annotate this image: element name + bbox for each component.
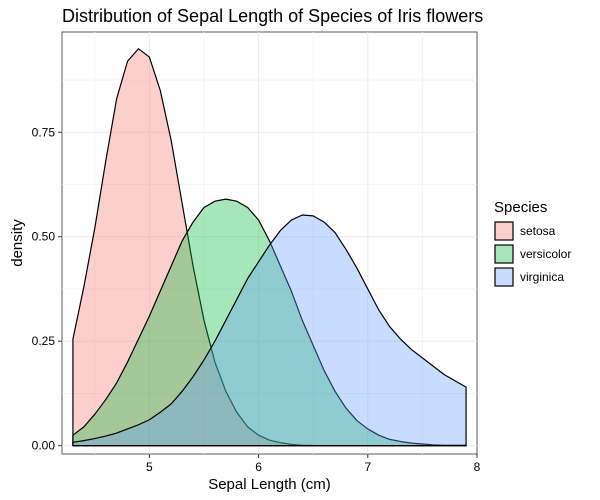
y-tick-label: 0.25 [32,334,56,348]
legend-key-virginica [494,267,514,287]
axes: 5 6 7 8 0.00 0.25 0.50 0.75 [32,125,481,474]
legend-key-setosa [494,221,514,241]
legend-key-bg [495,268,513,286]
plot-panel [61,31,478,455]
x-tick-label: 7 [364,460,371,474]
y-axis-title: density [9,219,26,267]
legend-key-bg [495,222,513,240]
legend-label-setosa: setosa [520,224,556,238]
y-tick-label: 0.50 [32,230,56,244]
legend-label-virginica: virginica [520,270,564,284]
legend: Species setosa versicolor virginica [494,199,571,287]
x-tick-label: 6 [255,460,262,474]
y-tick-label: 0.75 [32,125,56,139]
x-tick-label: 8 [474,460,481,474]
legend-key-bg [495,245,513,263]
grid [62,32,477,454]
legend-label-versicolor: versicolor [520,247,571,261]
density-areas [72,48,467,447]
y-tick-label: 0.00 [32,439,56,453]
chart-title: Distribution of Sepal Length of Species … [62,6,483,26]
density-virginica [72,214,467,447]
legend-title: Species [494,199,547,216]
legend-key-versicolor [494,244,514,264]
x-axis-title: Sepal Length (cm) [208,476,331,493]
x-tick-label: 5 [146,460,153,474]
density-versicolor [72,198,467,447]
